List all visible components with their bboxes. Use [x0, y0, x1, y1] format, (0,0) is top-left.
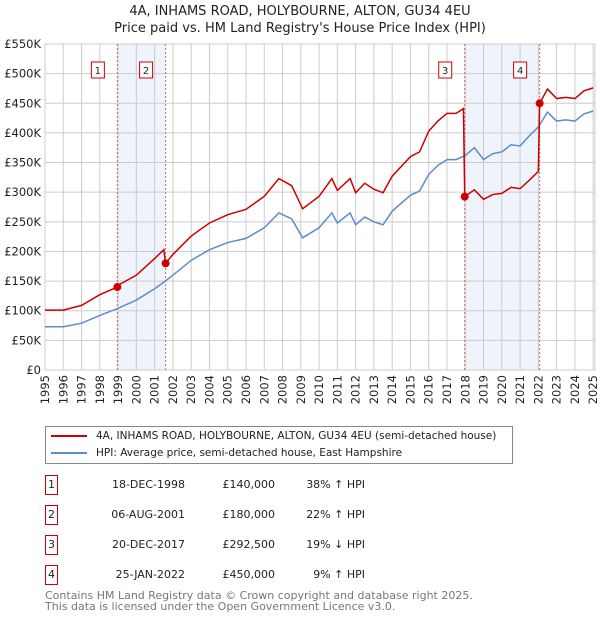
marker-badge: 2	[45, 505, 58, 525]
y-tick-label: £0	[26, 363, 41, 377]
sale-point	[161, 259, 170, 268]
red-line-swatch	[51, 435, 87, 437]
y-tick-label: £350K	[4, 156, 41, 170]
marker-badge: 4	[45, 565, 58, 585]
transaction-hpi-diff: 22% ↑ HPI	[306, 508, 365, 521]
sale-label-box	[438, 61, 453, 79]
x-tick-label: 2023	[550, 375, 564, 404]
x-tick-label: 2019	[477, 375, 491, 404]
transaction-date: 18-DEC-1998	[111, 478, 185, 491]
x-tick-label: 1996	[56, 375, 70, 404]
chart-subtitle: Price paid vs. HM Land Registry's House …	[114, 21, 486, 36]
transaction-date: 20-DEC-2017	[111, 538, 185, 551]
y-tick-label: £550K	[4, 37, 41, 51]
legend-label: 4A, INHAMS ROAD, HOLYBOURNE, ALTON, GU34…	[96, 430, 497, 442]
sale-label: 1	[95, 66, 101, 77]
transaction-hpi-diff: 9% ↑ HPI	[313, 568, 365, 581]
x-tick-label: 2005	[221, 375, 235, 404]
transaction-hpi-diff: 38% ↑ HPI	[306, 478, 365, 491]
y-tick-label: £450K	[4, 96, 41, 110]
x-tick-label: 2025	[586, 375, 600, 404]
x-tick-label: 2001	[148, 375, 162, 404]
x-tick-label: 2017	[440, 375, 454, 404]
blue-line-swatch	[51, 452, 87, 454]
x-tick-label: 2022	[531, 375, 545, 404]
x-tick-label: 2007	[257, 375, 271, 404]
y-tick-label: £300K	[4, 185, 41, 199]
sale-label-box	[139, 61, 154, 79]
x-tick-label: 2024	[568, 375, 582, 404]
footer: Contains HM Land Registry data © Crown c…	[45, 590, 473, 612]
x-tick-label: 2010	[312, 375, 326, 404]
marker-badge: 1	[45, 475, 58, 495]
x-tick-label: 1998	[93, 375, 107, 404]
x-tick-label: 2002	[166, 375, 180, 404]
transaction-hpi-diff: 19% ↓ HPI	[306, 538, 365, 551]
y-tick-label: £400K	[4, 126, 41, 140]
sale-label-box	[513, 61, 528, 79]
price-chart: £0 £50K £100K £150K £200K £250K £300K £350K £400…	[4, 37, 600, 404]
x-tick-label: 1999	[111, 375, 125, 404]
transaction-price: £140,000	[222, 478, 276, 491]
x-tick-label: 2014	[385, 375, 399, 404]
x-tick-label: 2013	[367, 375, 381, 404]
sale-point	[535, 99, 544, 108]
sale-label: 3	[442, 66, 448, 77]
sale-label: 4	[517, 66, 523, 77]
x-tick-label: 1995	[38, 375, 52, 404]
x-tick-label: 2011	[330, 375, 344, 404]
transaction-price: £450,000	[222, 568, 276, 581]
x-tick-label: 2012	[349, 375, 363, 404]
sale-point	[460, 192, 469, 201]
legend-item-property: 4A, INHAMS ROAD, HOLYBOURNE, ALTON, GU34…	[51, 428, 496, 444]
chart-title: 4A, INHAMS ROAD, HOLYBOURNE, ALTON, GU34…	[129, 4, 471, 19]
marker-badge: 3	[45, 535, 58, 555]
sale-point	[113, 283, 122, 292]
series-line	[45, 110, 594, 328]
plot-border	[44, 43, 596, 371]
x-tick-label: 2004	[202, 375, 216, 404]
legend-item-hpi: HPI: Average price, semi-detached house,…	[51, 445, 402, 461]
x-tick-label: 1997	[75, 375, 89, 404]
y-tick-label: £250K	[4, 215, 41, 229]
series-line	[45, 87, 594, 311]
x-tick-label: 2020	[495, 375, 509, 404]
legend: 4A, INHAMS ROAD, HOLYBOURNE, ALTON, GU34…	[45, 426, 513, 464]
x-tick-label: 2016	[422, 375, 436, 404]
y-tick-label: £150K	[4, 274, 41, 288]
x-tick-label: 2006	[239, 375, 253, 404]
transaction-price: £180,000	[222, 508, 276, 521]
x-tick-label: 2003	[184, 375, 198, 404]
transaction-date: 06-AUG-2001	[111, 508, 185, 521]
y-tick-label: £200K	[4, 244, 41, 258]
x-tick-label: 2000	[129, 375, 143, 404]
x-tick-label: 2015	[403, 375, 417, 404]
legend-label: HPI: Average price, semi-detached house,…	[96, 447, 403, 459]
footer-line: This data is licensed under the Open Gov…	[45, 600, 396, 613]
x-tick-label: 2008	[276, 375, 290, 404]
x-tick-label: 2018	[458, 375, 472, 404]
x-tick-label: 2021	[513, 375, 527, 404]
y-tick-label: £50K	[12, 333, 42, 347]
footer-line: Contains HM Land Registry data © Crown c…	[45, 589, 473, 602]
y-tick-label: £500K	[4, 67, 41, 81]
transaction-date: 25-JAN-2022	[115, 568, 185, 581]
transaction-price: £292,500	[222, 538, 276, 551]
sale-label-box	[90, 61, 105, 79]
sale-label: 2	[143, 66, 149, 77]
y-tick-label: £100K	[4, 304, 41, 318]
x-tick-label: 2009	[294, 375, 308, 404]
shaded-period	[117, 44, 166, 370]
